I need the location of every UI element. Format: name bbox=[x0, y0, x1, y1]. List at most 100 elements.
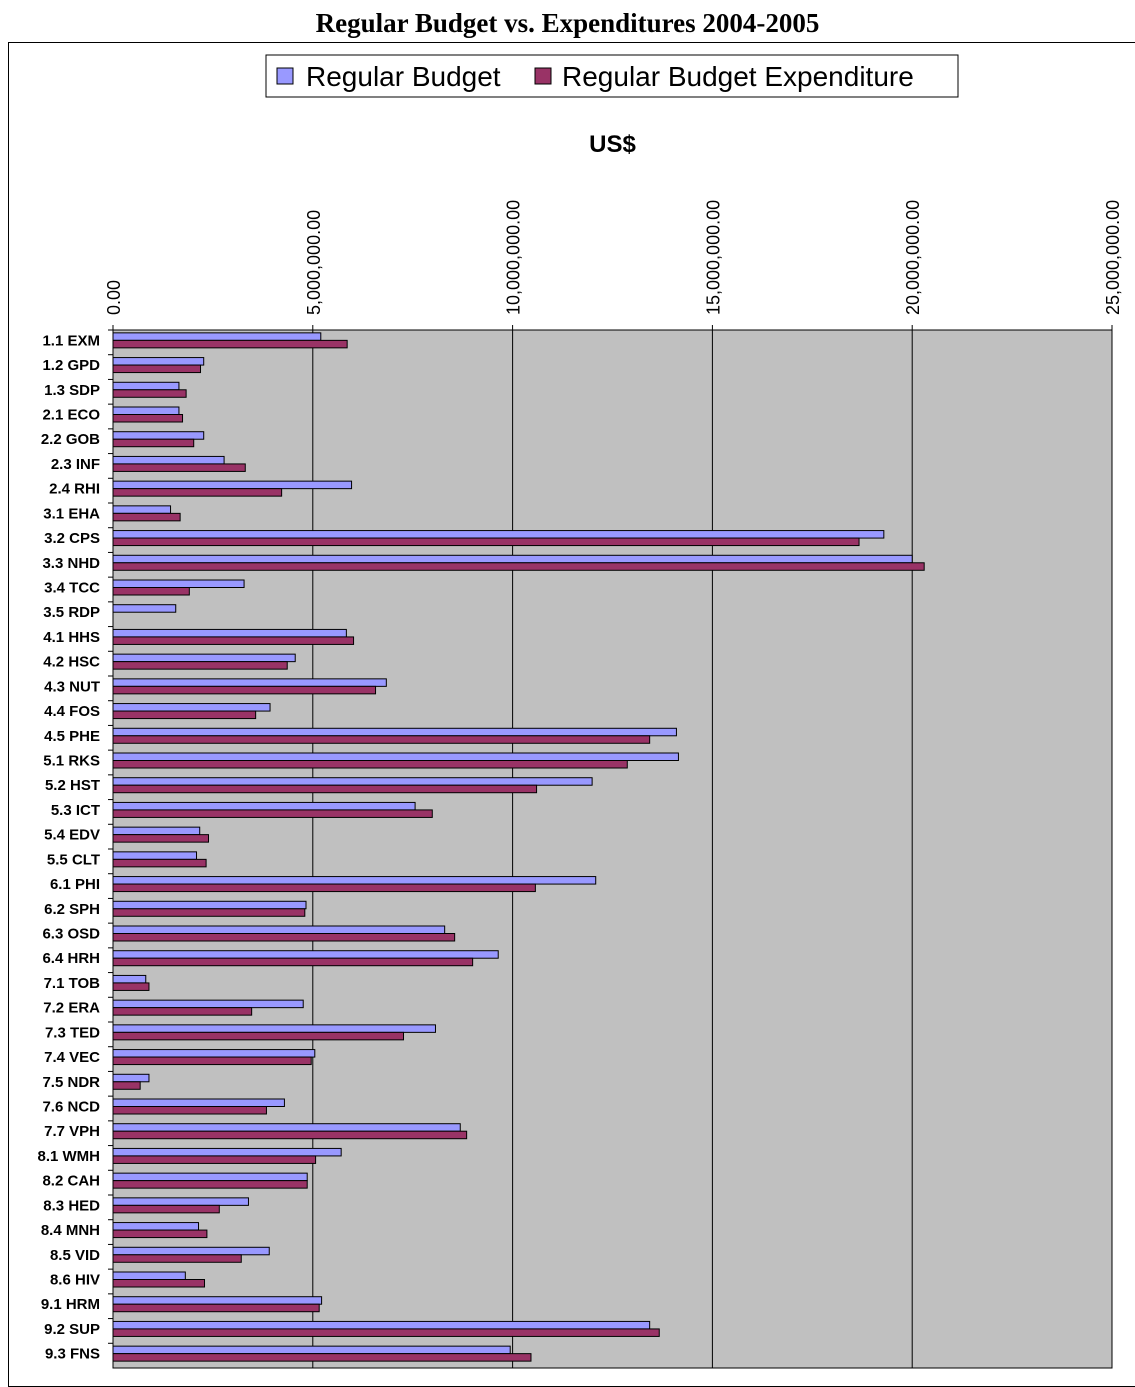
bar-regular-budget bbox=[112, 826, 201, 836]
bar-regular-budget bbox=[112, 1320, 651, 1330]
bar-regular-budget-expenditure bbox=[112, 982, 150, 991]
category-label: 3.4 TCC bbox=[44, 580, 100, 597]
bar-regular-budget-expenditure bbox=[112, 661, 288, 670]
x-tick-label: 25,000,000.00 bbox=[1103, 200, 1123, 315]
bar-regular-budget-expenditure bbox=[112, 1106, 267, 1115]
category-label: 6.2 SPH bbox=[44, 901, 100, 918]
category-label: 8.1 WMH bbox=[37, 1148, 100, 1165]
category-label: 7.4 VEC bbox=[44, 1049, 100, 1066]
category-label: 7.3 TED bbox=[45, 1024, 100, 1041]
category-label: 8.6 HIV bbox=[50, 1272, 100, 1289]
bar-regular-budget bbox=[112, 727, 677, 737]
category-label: 9.1 HRM bbox=[41, 1296, 100, 1313]
category-label: 8.5 VID bbox=[50, 1247, 100, 1264]
bar-regular-budget-expenditure bbox=[112, 1155, 317, 1164]
bar-regular-budget-expenditure bbox=[112, 1007, 253, 1016]
x-tick-label: 20,000,000.00 bbox=[903, 200, 923, 315]
x-tick-label: 10,000,000.00 bbox=[504, 200, 524, 315]
category-label: 3.5 RDP bbox=[43, 604, 100, 621]
bar-regular-budget bbox=[112, 1246, 270, 1256]
bar-regular-budget-expenditure bbox=[112, 1180, 308, 1189]
bar-regular-budget-expenditure bbox=[112, 1353, 532, 1362]
x-tick-label: 15,000,000.00 bbox=[703, 200, 723, 315]
category-label: 4.4 FOS bbox=[44, 703, 100, 720]
category-label: 2.4 RHI bbox=[49, 481, 100, 498]
category-label: 4.1 HHS bbox=[43, 629, 100, 646]
bar-regular-budget-expenditure bbox=[112, 1056, 312, 1066]
bar-regular-budget bbox=[112, 876, 597, 885]
bar-regular-budget-expenditure bbox=[112, 1229, 208, 1239]
bar-regular-budget bbox=[112, 1098, 285, 1107]
category-label: 6.1 PHI bbox=[50, 876, 100, 893]
bar-regular-budget bbox=[112, 554, 913, 564]
bar-regular-budget-expenditure bbox=[112, 834, 210, 843]
bar-regular-budget bbox=[112, 1222, 200, 1231]
category-label: 6.3 OSD bbox=[42, 926, 100, 943]
bar-regular-budget bbox=[112, 801, 416, 811]
category-label: 5.2 HST bbox=[45, 777, 100, 794]
bar-regular-budget bbox=[112, 505, 172, 514]
bar-regular-budget bbox=[112, 1024, 436, 1033]
bar-regular-budget-expenditure bbox=[112, 1254, 242, 1263]
category-label: 8.2 CAH bbox=[42, 1173, 100, 1190]
category-label: 9.2 SUP bbox=[44, 1321, 100, 1338]
category-label: 4.3 NUT bbox=[44, 678, 100, 695]
bar-regular-budget-expenditure bbox=[112, 339, 348, 349]
bar-regular-budget bbox=[112, 925, 446, 934]
bar-regular-budget-expenditure bbox=[112, 1279, 206, 1288]
legend-label: Regular Budget bbox=[306, 61, 501, 92]
bar-regular-budget-expenditure bbox=[112, 488, 283, 497]
bar-regular-budget-expenditure bbox=[112, 883, 536, 893]
bar-regular-budget-expenditure bbox=[112, 784, 538, 794]
category-label: 7.7 VPH bbox=[44, 1123, 100, 1140]
category-label: 2.2 GOB bbox=[41, 431, 100, 448]
category-label: 3.3 NHD bbox=[42, 555, 100, 572]
bar-regular-budget-expenditure bbox=[112, 562, 925, 571]
category-label: 7.2 ERA bbox=[43, 1000, 100, 1017]
bar-regular-budget-expenditure bbox=[112, 735, 651, 744]
bar-regular-budget-expenditure bbox=[112, 463, 246, 472]
bar-regular-budget-expenditure bbox=[112, 537, 860, 547]
bar-regular-budget bbox=[112, 604, 177, 613]
x-tick-label: 5,000,000.00 bbox=[304, 210, 324, 315]
bar-regular-budget bbox=[112, 530, 885, 539]
bar-regular-budget bbox=[112, 950, 499, 959]
bar-regular-budget bbox=[112, 579, 245, 588]
bar-regular-budget bbox=[112, 480, 353, 490]
category-label: 5.1 RKS bbox=[43, 753, 100, 770]
bar-regular-budget-expenditure bbox=[112, 933, 456, 942]
bar-regular-budget bbox=[112, 1296, 323, 1305]
bar-regular-budget-expenditure bbox=[112, 908, 306, 917]
legend-swatch bbox=[276, 67, 294, 85]
category-label: 8.3 HED bbox=[43, 1197, 100, 1214]
legend-label: Regular Budget Expenditure bbox=[562, 61, 914, 92]
category-label: 5.3 ICT bbox=[51, 802, 100, 819]
bar-regular-budget bbox=[112, 1147, 342, 1157]
legend-box bbox=[265, 54, 959, 98]
bar-regular-budget-expenditure bbox=[112, 1081, 141, 1090]
bar-regular-budget-expenditure bbox=[112, 512, 181, 522]
category-label: 1.3 SDP bbox=[44, 382, 100, 399]
bar-regular-budget bbox=[112, 653, 296, 663]
plot-area bbox=[112, 329, 1113, 1369]
category-label: 1.1 EXM bbox=[42, 332, 100, 349]
category-label: 5.4 EDV bbox=[44, 827, 100, 844]
bar-regular-budget bbox=[112, 974, 147, 984]
bar-regular-budget-expenditure bbox=[112, 414, 184, 423]
category-label: 7.6 NCD bbox=[42, 1099, 100, 1116]
bar-regular-budget bbox=[112, 455, 225, 465]
bar-regular-budget bbox=[112, 357, 205, 366]
bar-regular-budget-expenditure bbox=[112, 364, 202, 374]
bar-regular-budget bbox=[112, 1197, 249, 1206]
bar-regular-budget bbox=[112, 431, 205, 440]
bar-regular-budget bbox=[112, 1172, 308, 1182]
bar-regular-budget bbox=[112, 1123, 461, 1132]
bar-regular-budget-expenditure bbox=[112, 438, 195, 448]
category-label: 4.2 HSC bbox=[43, 654, 100, 671]
bar-regular-budget-expenditure bbox=[112, 760, 628, 769]
bar-regular-budget bbox=[112, 1049, 316, 1058]
bar-regular-budget-expenditure bbox=[112, 957, 474, 967]
bar-regular-budget bbox=[112, 703, 271, 712]
category-label: 9.3 FNS bbox=[45, 1346, 100, 1363]
